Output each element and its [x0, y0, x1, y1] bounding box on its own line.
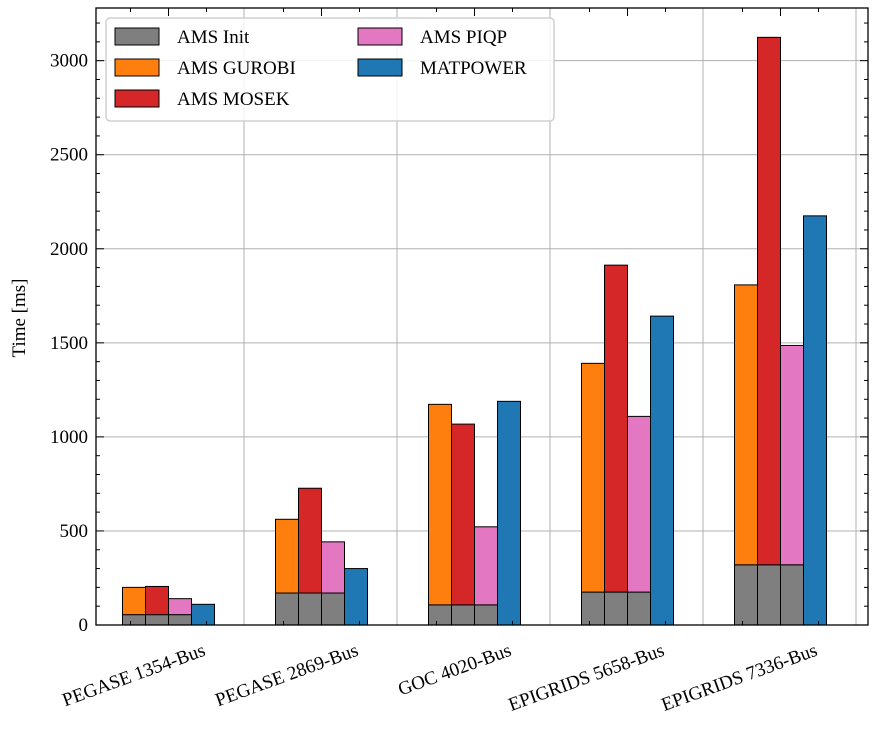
- bar-matpower: [497, 400, 521, 626]
- bar-ams-init: [604, 591, 628, 626]
- bar-ams-init: [168, 614, 192, 626]
- bar-ams-mosek: [757, 36, 781, 566]
- legend: AMS Init AMS GUROBI AMS MOSEK AMS PIQP MATPO…: [105, 17, 555, 122]
- bar-ams-gurobi: [581, 362, 605, 593]
- bar-ams-gurobi: [122, 586, 146, 616]
- bar-matpower: [803, 215, 827, 626]
- bar-ams-init: [321, 592, 345, 626]
- legend-swatch: [114, 58, 160, 77]
- bar-ams-piqp: [780, 344, 804, 566]
- bar-ams-init: [780, 564, 804, 626]
- bar-ams-piqp: [168, 598, 192, 616]
- legend-swatch: [357, 27, 403, 46]
- bar-ams-init: [145, 614, 169, 626]
- bar-ams-mosek: [604, 264, 628, 593]
- y-axis-title: Time [ms]: [9, 278, 30, 357]
- bar-matpower: [344, 568, 368, 626]
- bar-ams-gurobi: [428, 403, 452, 606]
- x-tick-label: GOC 4020-Bus: [395, 640, 514, 700]
- x-tick-label: EPIGRIDS 5658-Bus: [506, 640, 667, 716]
- bar-ams-mosek: [145, 585, 169, 616]
- legend-label: AMS MOSEK: [177, 89, 290, 110]
- legend-box: [105, 17, 555, 122]
- y-tick-label: 500: [60, 521, 89, 542]
- bar-ams-mosek: [298, 487, 322, 594]
- legend-swatch: [114, 27, 160, 46]
- bar-ams-init: [275, 592, 299, 626]
- axes: [95, 7, 869, 626]
- bar-ams-init: [581, 591, 605, 626]
- bar-matpower: [650, 315, 674, 626]
- bars: [122, 36, 827, 626]
- bar-ams-init: [757, 564, 781, 626]
- legend-label: AMS GUROBI: [177, 58, 296, 79]
- bar-ams-piqp: [321, 541, 345, 594]
- bar-ams-init: [451, 604, 475, 626]
- legend-swatch: [114, 89, 160, 108]
- y-tick-label: 3000: [50, 51, 88, 72]
- bar-ams-init: [474, 604, 498, 626]
- bar-ams-gurobi: [275, 518, 299, 594]
- bar-ams-mosek: [451, 423, 475, 606]
- bar-ams-init: [428, 604, 452, 626]
- legend-label: MATPOWER: [420, 58, 527, 79]
- y-tick-label: 1000: [50, 427, 88, 448]
- x-tick-label: EPIGRIDS 7336-Bus: [659, 640, 820, 716]
- y-tick-label: 2000: [50, 239, 88, 260]
- bar-ams-init: [734, 564, 758, 626]
- x-tick-label: PEGASE 1354-Bus: [60, 640, 209, 711]
- bar-ams-init: [298, 592, 322, 626]
- bar-ams-init: [122, 614, 146, 626]
- y-tick-label: 1500: [50, 333, 88, 354]
- y-tick-label: 2500: [50, 145, 88, 166]
- legend-swatch: [357, 58, 403, 77]
- bar-matpower: [191, 603, 215, 626]
- bar-ams-piqp: [627, 415, 651, 593]
- legend-label: AMS Init: [177, 27, 250, 48]
- bar-ams-init: [627, 591, 651, 626]
- y-tick-label: 0: [79, 615, 89, 636]
- bar-ams-gurobi: [734, 284, 758, 566]
- x-tick-label: PEGASE 2869-Bus: [213, 640, 362, 711]
- bar-ams-piqp: [474, 526, 498, 606]
- plot-frame: [95, 7, 869, 626]
- legend-label: AMS PIQP: [420, 27, 507, 48]
